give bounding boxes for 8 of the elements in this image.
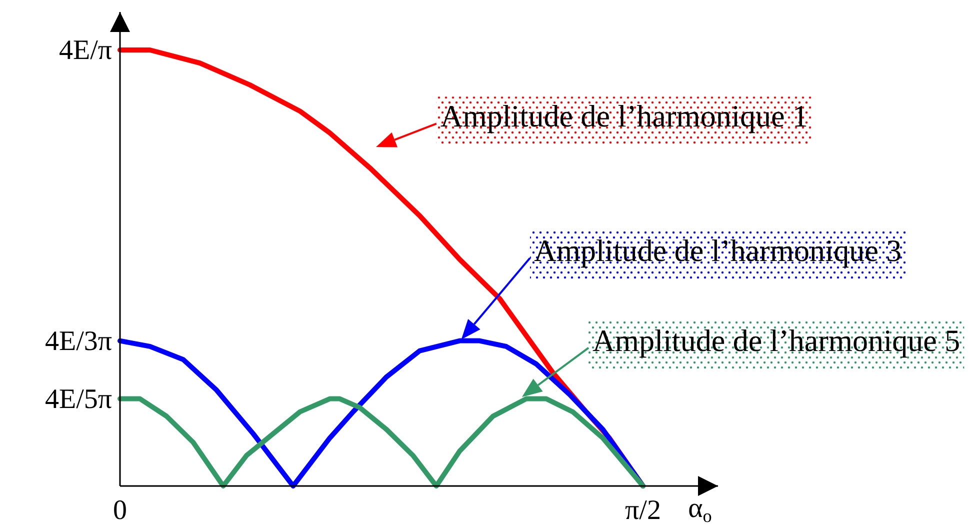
annotation: 4E/5π: [44, 384, 112, 415]
annotation: 4E/π: [58, 35, 112, 66]
annotation: Amplitude de l’harmonique 3: [534, 233, 902, 268]
x-axis-title: α$_{o}$: [688, 493, 712, 526]
annotation: Amplitude de l’harmonique 5: [592, 322, 960, 358]
annotation: 4E/3π: [44, 326, 112, 357]
x-tick-label: 0: [113, 495, 127, 526]
x-tick-label: π/2: [625, 495, 661, 526]
